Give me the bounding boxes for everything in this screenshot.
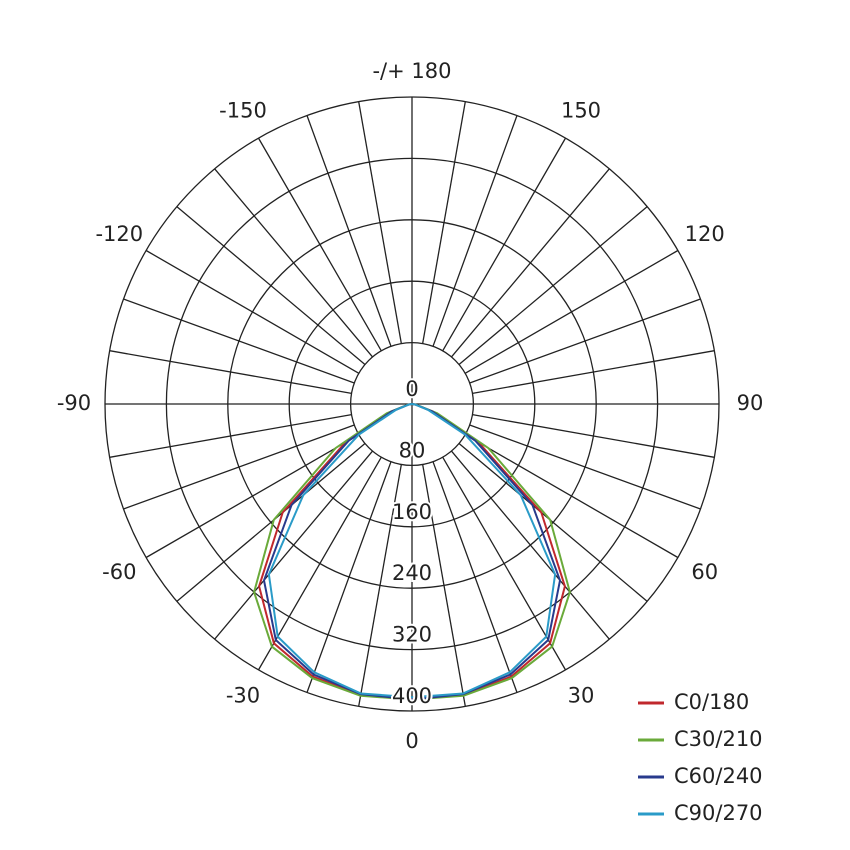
grid-circle [349, 341, 475, 467]
angle-tick-label: -60 [102, 560, 136, 584]
r-tick-label: 160 [392, 500, 432, 524]
grid-circle [288, 280, 536, 528]
angle-tick-label: 30 [568, 684, 595, 708]
angle-tick-label: 0 [405, 729, 418, 753]
series-line [262, 403, 562, 701]
legend-label: C90/270 [674, 801, 763, 825]
legend-label: C0/180 [674, 690, 749, 714]
angle-tick-label: 90 [737, 391, 764, 415]
angle-tick-label: -/+ 180 [372, 59, 451, 83]
r-tick-label: 400 [392, 684, 432, 708]
legend-label: C30/210 [674, 727, 763, 751]
r-tick-label: 0 [405, 377, 418, 401]
legend-label: C60/240 [674, 764, 763, 788]
angle-tick-label: 150 [561, 98, 601, 122]
grid-circle [104, 96, 720, 712]
angle-tick-label: -120 [95, 222, 143, 246]
angle-tick-label: 120 [685, 222, 725, 246]
angle-tick-label: -150 [219, 98, 267, 122]
angle-tick-label: -30 [226, 684, 260, 708]
grid-circle [165, 157, 659, 651]
grid-circle [227, 219, 597, 589]
r-tick-label: 240 [392, 561, 432, 585]
angle-tick-label: 60 [691, 560, 718, 584]
angle-tick-label: -90 [57, 391, 91, 415]
r-tick-label: 80 [399, 438, 426, 462]
series-line [267, 403, 557, 699]
r-tick-label: 320 [392, 623, 432, 647]
